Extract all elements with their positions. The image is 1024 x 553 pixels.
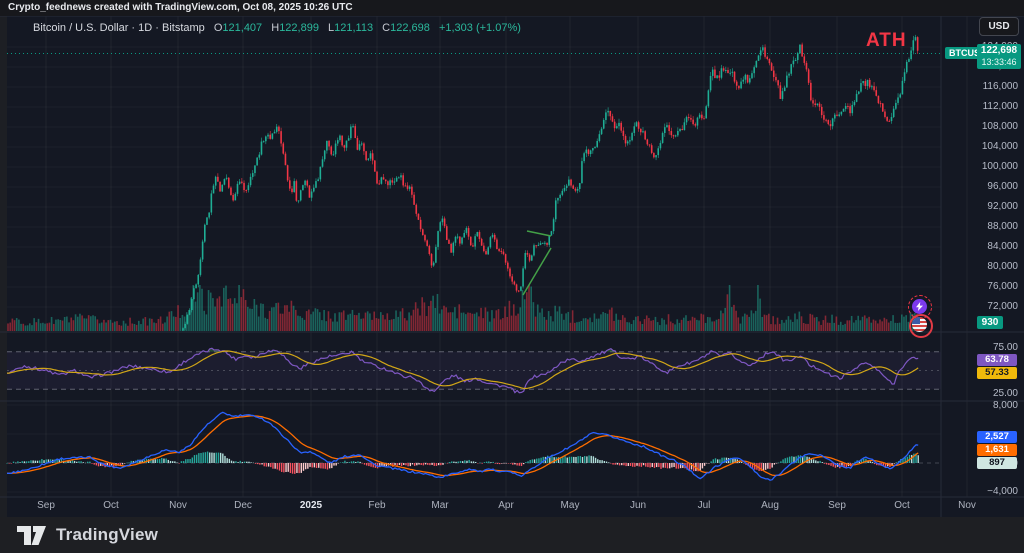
footer-bar: TradingView bbox=[0, 517, 1024, 553]
time-tick-label[interactable]: Feb bbox=[368, 500, 386, 511]
close-label: C bbox=[382, 22, 391, 34]
time-tick-label[interactable]: Jul bbox=[697, 500, 711, 511]
us-flag-event-icon[interactable] bbox=[912, 317, 927, 332]
macd-bottom-label: −4,000 bbox=[987, 486, 1018, 497]
time-tick-label[interactable]: May bbox=[560, 500, 580, 511]
time-tick-label[interactable]: Jun bbox=[629, 500, 647, 511]
price-tick-label: 96,000 bbox=[987, 181, 1018, 192]
price-tick-label: 80,000 bbox=[987, 261, 1018, 272]
crypto-event-icon[interactable] bbox=[912, 299, 927, 314]
bar-countdown: 13:33:46 bbox=[981, 57, 1017, 67]
rsi-oversold-label: 25.00 bbox=[992, 388, 1018, 399]
time-tick-label[interactable]: Aug bbox=[761, 500, 779, 511]
symbol-legend[interactable]: Bitcoin / U.S. Dollar · 1D · Bitstamp O1… bbox=[33, 22, 521, 34]
tradingview-wordmark[interactable]: TradingView bbox=[56, 525, 159, 544]
time-tick-label[interactable]: Dec bbox=[234, 500, 252, 511]
chart-background bbox=[7, 16, 1024, 517]
time-tick-label[interactable]: Mar bbox=[431, 500, 449, 511]
price-tick-label: 104,000 bbox=[981, 141, 1018, 152]
high-label: H bbox=[271, 22, 280, 34]
rsi-ma-value-badge: 57.33 bbox=[977, 367, 1017, 379]
macd-hist-badge: 897 bbox=[977, 457, 1017, 469]
price-tick-label: 72,000 bbox=[987, 301, 1018, 312]
macd-signal-badge: 1,631 bbox=[977, 444, 1017, 456]
attribution-text: Crypto_feednews created with TradingView… bbox=[8, 2, 353, 13]
change-value: +1,303 (+1.07%) bbox=[438, 22, 521, 34]
open-label: O bbox=[213, 22, 223, 34]
close-value: 122,698 bbox=[390, 22, 430, 34]
economic-event-ring bbox=[909, 314, 933, 338]
time-tick-label[interactable]: Nov bbox=[169, 500, 187, 511]
ath-annotation: ATH bbox=[866, 30, 907, 51]
volume-value-badge: 930 bbox=[977, 316, 1003, 329]
time-tick-label[interactable]: 2025 bbox=[299, 500, 323, 511]
time-tick-label[interactable]: Apr bbox=[498, 500, 514, 511]
symbol-title: Bitcoin / U.S. Dollar · 1D · Bitstamp bbox=[33, 22, 205, 34]
open-value: 121,407 bbox=[222, 22, 263, 34]
last-price-badge: 122,698 13:33:46 bbox=[977, 44, 1021, 69]
attribution-bar: Crypto_feednews created with TradingView… bbox=[0, 0, 1024, 16]
time-tick-label[interactable]: Sep bbox=[828, 500, 846, 511]
price-tick-label: 108,000 bbox=[981, 121, 1018, 132]
lightning-bolt-icon bbox=[916, 302, 923, 311]
high-value: 122,899 bbox=[279, 22, 319, 34]
time-tick-label[interactable]: Oct bbox=[103, 500, 119, 511]
macd-top-label: 8,000 bbox=[992, 400, 1018, 411]
last-price-value: 122,698 bbox=[980, 45, 1018, 56]
tradingview-logo-icon[interactable] bbox=[17, 525, 47, 545]
price-tick-label: 92,000 bbox=[987, 201, 1018, 212]
low-value: 121,113 bbox=[334, 22, 374, 34]
rsi-overbought-label: 75.00 bbox=[992, 342, 1018, 353]
time-tick-label[interactable]: Sep bbox=[37, 500, 55, 511]
price-tick-label: 112,000 bbox=[982, 101, 1018, 112]
low-label: L bbox=[328, 22, 335, 34]
time-tick-label[interactable]: Oct bbox=[894, 500, 910, 511]
price-tick-label: 100,000 bbox=[981, 161, 1018, 172]
macd-value-badge: 2,527 bbox=[977, 431, 1017, 443]
price-tick-label: 84,000 bbox=[987, 241, 1018, 252]
price-tick-label: 88,000 bbox=[987, 221, 1018, 232]
rsi-value-badge: 63.78 bbox=[977, 354, 1017, 366]
price-tick-label: 76,000 bbox=[987, 281, 1018, 292]
currency-toggle-button[interactable]: USD bbox=[979, 17, 1019, 36]
time-tick-label[interactable]: Nov bbox=[958, 500, 976, 511]
price-tick-label: 116,000 bbox=[982, 81, 1018, 92]
